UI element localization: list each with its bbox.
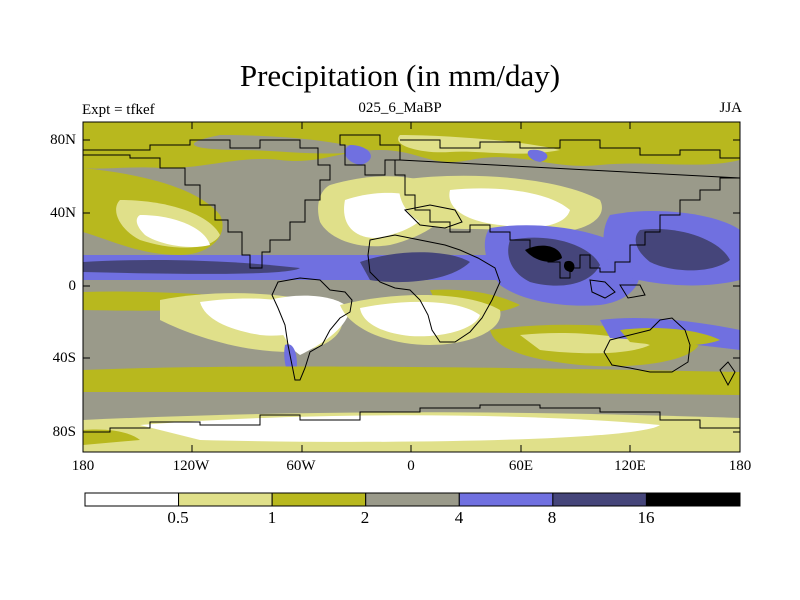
- antarctic-white: [140, 415, 660, 442]
- colorbar-label: 4: [454, 508, 464, 527]
- lon-tick-label: 180: [71, 458, 95, 474]
- colorbar-swatch: [178, 492, 273, 507]
- eurasia-white: [449, 188, 570, 228]
- colorbar-swatch: [271, 492, 367, 507]
- colorbar-label: 1: [267, 508, 277, 527]
- lat-tick-label: 80N: [50, 132, 76, 148]
- storm-track-yellow: [83, 366, 740, 395]
- coastline-mediterranean: [403, 204, 463, 229]
- coastline-indonesia: [589, 279, 646, 299]
- lon-tick-label: 0: [407, 458, 415, 474]
- plot-title: Precipitation (in mm/day): [239, 58, 561, 93]
- time-label: 025_6_MaBP: [358, 100, 442, 116]
- season-label: JJA: [719, 100, 742, 116]
- experiment-label: Expt = tfkef: [82, 102, 155, 118]
- s-atlantic-white: [360, 301, 480, 337]
- colorbar-swatch: [552, 492, 647, 507]
- coastline-australia: [603, 317, 691, 373]
- coastline-antarctica: [83, 404, 740, 433]
- colorbar-swatch: [645, 492, 741, 507]
- lon-tick-label: 60W: [286, 458, 316, 474]
- precipitation-field: [83, 122, 740, 452]
- lon-tick-label: 180: [728, 458, 752, 474]
- lon-tick-label: 120W: [172, 458, 210, 474]
- australia-yellow: [620, 328, 720, 346]
- antarctic-yellow: [83, 429, 140, 445]
- colorbar-swatch: [458, 492, 554, 507]
- north-blue: [344, 145, 371, 165]
- lon-tick-label: 60E: [508, 458, 534, 474]
- coastline-south-america: [271, 277, 353, 381]
- africa-dark: [360, 252, 470, 283]
- lat-tick-label: 0: [68, 278, 77, 294]
- colorbar-swatch: [84, 492, 180, 507]
- lat-tick-label: 80S: [52, 424, 76, 440]
- lon-tick-label: 120E: [614, 458, 646, 474]
- colorbar-swatch: [365, 492, 460, 507]
- coastline-eurasia: [394, 139, 740, 279]
- north-gray: [193, 135, 370, 154]
- itcz-dark-pacific: [83, 260, 300, 274]
- n-pacific-white: [136, 215, 210, 247]
- lat-tick-label: 40N: [50, 205, 76, 221]
- coastlines: [83, 134, 740, 433]
- s-america-white: [270, 295, 350, 355]
- coastline-north-america: [83, 139, 331, 269]
- colorbar-label: 2: [360, 508, 370, 527]
- colorbar-label: 0.5: [167, 508, 189, 527]
- monsoon-black-2: [563, 260, 575, 272]
- coastline-new-zealand: [719, 361, 736, 387]
- colorbar-label: 16: [637, 508, 655, 527]
- coastline-greenland: [339, 134, 401, 176]
- coastline-africa: [367, 234, 501, 343]
- colorbar: [84, 492, 741, 507]
- lat-tick-label: 40S: [52, 350, 76, 366]
- north-blue-2: [527, 149, 548, 162]
- w-pacific-dark: [635, 229, 730, 271]
- colorbar-label: 8: [547, 508, 557, 527]
- axis-ticks: [82, 122, 741, 452]
